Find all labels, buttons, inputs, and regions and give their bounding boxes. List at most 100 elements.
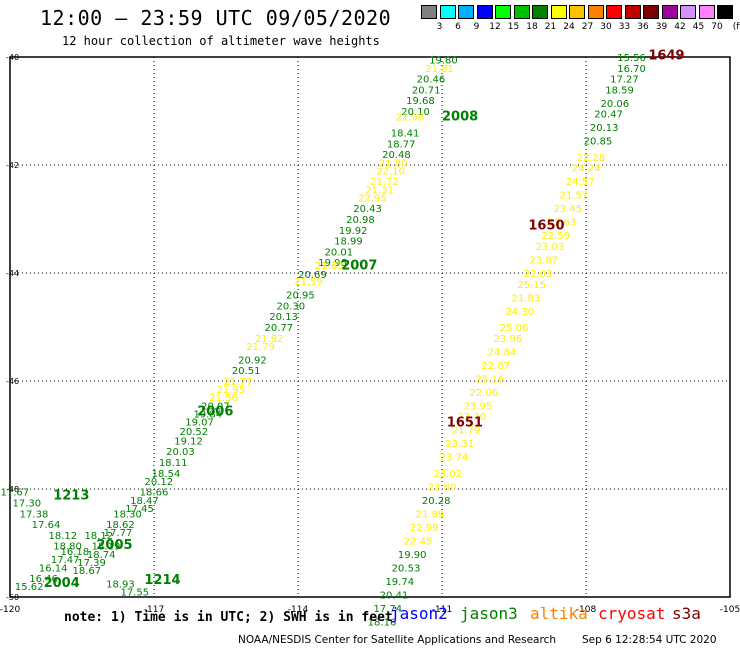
- map-frame: [9, 56, 731, 598]
- wave-height-label: 18.80: [53, 542, 82, 553]
- wave-height-label: 20.48: [382, 150, 411, 161]
- wave-height-label: 25.16: [476, 374, 505, 385]
- wave-height-label: 23.03: [536, 242, 565, 253]
- wave-height-label: 20.13: [269, 312, 298, 323]
- wave-height-label: 17.27: [610, 75, 639, 86]
- wave-height-label: 24.24: [572, 164, 601, 175]
- legend-label: 24: [563, 22, 575, 32]
- wave-height-label: 18.12: [48, 531, 77, 542]
- legend-swatch: [606, 5, 622, 19]
- wave-height-label: 21.63: [315, 261, 344, 272]
- wave-height-label: 23.74: [440, 453, 469, 464]
- wave-height-label: 20.43: [353, 204, 382, 215]
- wave-height-label: 20.98: [346, 215, 375, 226]
- track-number-label: 1214: [144, 573, 180, 588]
- wave-height-label: 18.19: [92, 542, 121, 553]
- wave-height-label: 25.63: [548, 218, 577, 229]
- wave-height-label: 22.10: [376, 166, 405, 177]
- wave-height-label: 22.95: [358, 193, 387, 204]
- wave-height-label: 18.74: [87, 550, 116, 561]
- wave-height-label: 21.57: [560, 191, 589, 202]
- track-number-label: 2004: [44, 576, 80, 591]
- satellite-cryosat: cryosat: [598, 604, 666, 623]
- wave-height-label: 18.59: [605, 85, 634, 96]
- wave-height-label: 17.77: [104, 528, 133, 539]
- wave-height-label: 20.47: [594, 110, 623, 121]
- legend-swatch: [550, 5, 567, 19]
- wave-height-label: 20.41: [380, 590, 409, 601]
- legend-swatch: [513, 5, 530, 19]
- legend-label: 39: [655, 22, 668, 32]
- wave-height-label: 23.31: [445, 439, 474, 450]
- wave-height-label: 19.92: [339, 226, 368, 237]
- wave-height-label: 25.15: [517, 280, 546, 291]
- legend-swatch: [624, 5, 641, 19]
- wave-height-label: 20.52: [180, 427, 209, 438]
- page-subtitle: 12 hour collection of altimeter wave hei…: [62, 34, 380, 48]
- wave-height-label: 22.87: [481, 361, 510, 372]
- wave-height-label: 19.68: [406, 96, 435, 107]
- legend-swatch: [661, 5, 678, 19]
- wave-height-label: 18.54: [152, 469, 181, 480]
- track-number-label: 1649: [648, 48, 684, 63]
- satellite-altika: altika: [530, 604, 588, 623]
- wave-height-label: 19.96: [318, 258, 347, 269]
- wave-height-label: 22.99: [410, 523, 439, 534]
- wave-height-label: 15.56: [617, 53, 646, 64]
- wave-height-label: 19.74: [385, 577, 414, 588]
- wave-height-label: 18.93: [106, 580, 135, 591]
- wave-height-label: 17.39: [77, 558, 106, 569]
- wave-height-label: 22.28: [576, 153, 605, 164]
- satellite-jason3: jason3: [460, 604, 518, 623]
- wave-height-label: 21.79: [246, 342, 275, 353]
- wave-height-label: 17.38: [20, 509, 49, 520]
- wave-height-label: 18.99: [334, 237, 363, 248]
- legend-label: 30: [600, 22, 612, 32]
- legend-label: 3: [436, 22, 443, 32]
- wave-height-label: 19.90: [398, 550, 427, 561]
- wave-height-label: 17.67: [0, 488, 29, 499]
- legend-swatch: [643, 5, 659, 19]
- legend-label: 12: [489, 22, 501, 32]
- wave-height-label: 20.51: [232, 366, 261, 377]
- wave-height-label: 21.95: [216, 385, 245, 396]
- wave-height-label: 21.59: [294, 277, 323, 288]
- wave-height-label: 18.77: [387, 139, 416, 150]
- wave-height-label: 17.30: [12, 499, 41, 510]
- satellite-jason2: jason2: [390, 604, 448, 623]
- legend-swatch: [717, 5, 733, 19]
- legend-label: 36: [637, 22, 649, 32]
- legend-swatch: [458, 5, 474, 19]
- page-title: 12:00 — 23:59 UTC 09/05/2020: [40, 6, 392, 30]
- wave-height-label: 20.71: [412, 85, 441, 96]
- legend-swatch: [421, 5, 437, 19]
- wave-height-label: 23.80: [428, 482, 457, 493]
- credit-text: NOAA/NESDIS Center for Satellite Applica…: [238, 634, 556, 646]
- wave-height-label: 20.01: [324, 247, 353, 258]
- wave-height-label: 25.06: [500, 323, 529, 334]
- wave-height-label: 20.03: [166, 447, 195, 458]
- wave-height-label: 23.96: [493, 334, 522, 345]
- wave-height-label: 17.55: [120, 588, 149, 599]
- legend-unit: (ft): [732, 22, 740, 32]
- legend-swatch: [439, 5, 456, 19]
- legend-label: 21: [544, 22, 557, 32]
- legend-label: 6: [455, 22, 461, 32]
- wave-height-label: 24.30: [505, 307, 534, 318]
- legend-label: 27: [581, 22, 594, 32]
- footer-note: note: 1) Time is in UTC; 2) SWH is in fe…: [64, 610, 393, 625]
- wave-height-label: 18.16: [368, 617, 397, 628]
- wave-height-label: 17.45: [125, 504, 154, 515]
- wave-height-label: 21.83: [512, 293, 541, 304]
- wave-height-label: 16.70: [617, 64, 646, 75]
- lat-tick-label: -44: [6, 269, 19, 278]
- wave-height-label: 24.57: [566, 177, 595, 188]
- wave-height-label: 21.89: [416, 509, 445, 520]
- legend-swatch: [476, 5, 493, 19]
- wave-height-label: 23.02: [433, 469, 462, 480]
- wave-height-label: 20.77: [264, 323, 293, 334]
- wave-height-label: 15.62: [15, 582, 44, 593]
- legend-label: 18: [526, 22, 538, 32]
- lat-tick-label: -50: [6, 593, 19, 602]
